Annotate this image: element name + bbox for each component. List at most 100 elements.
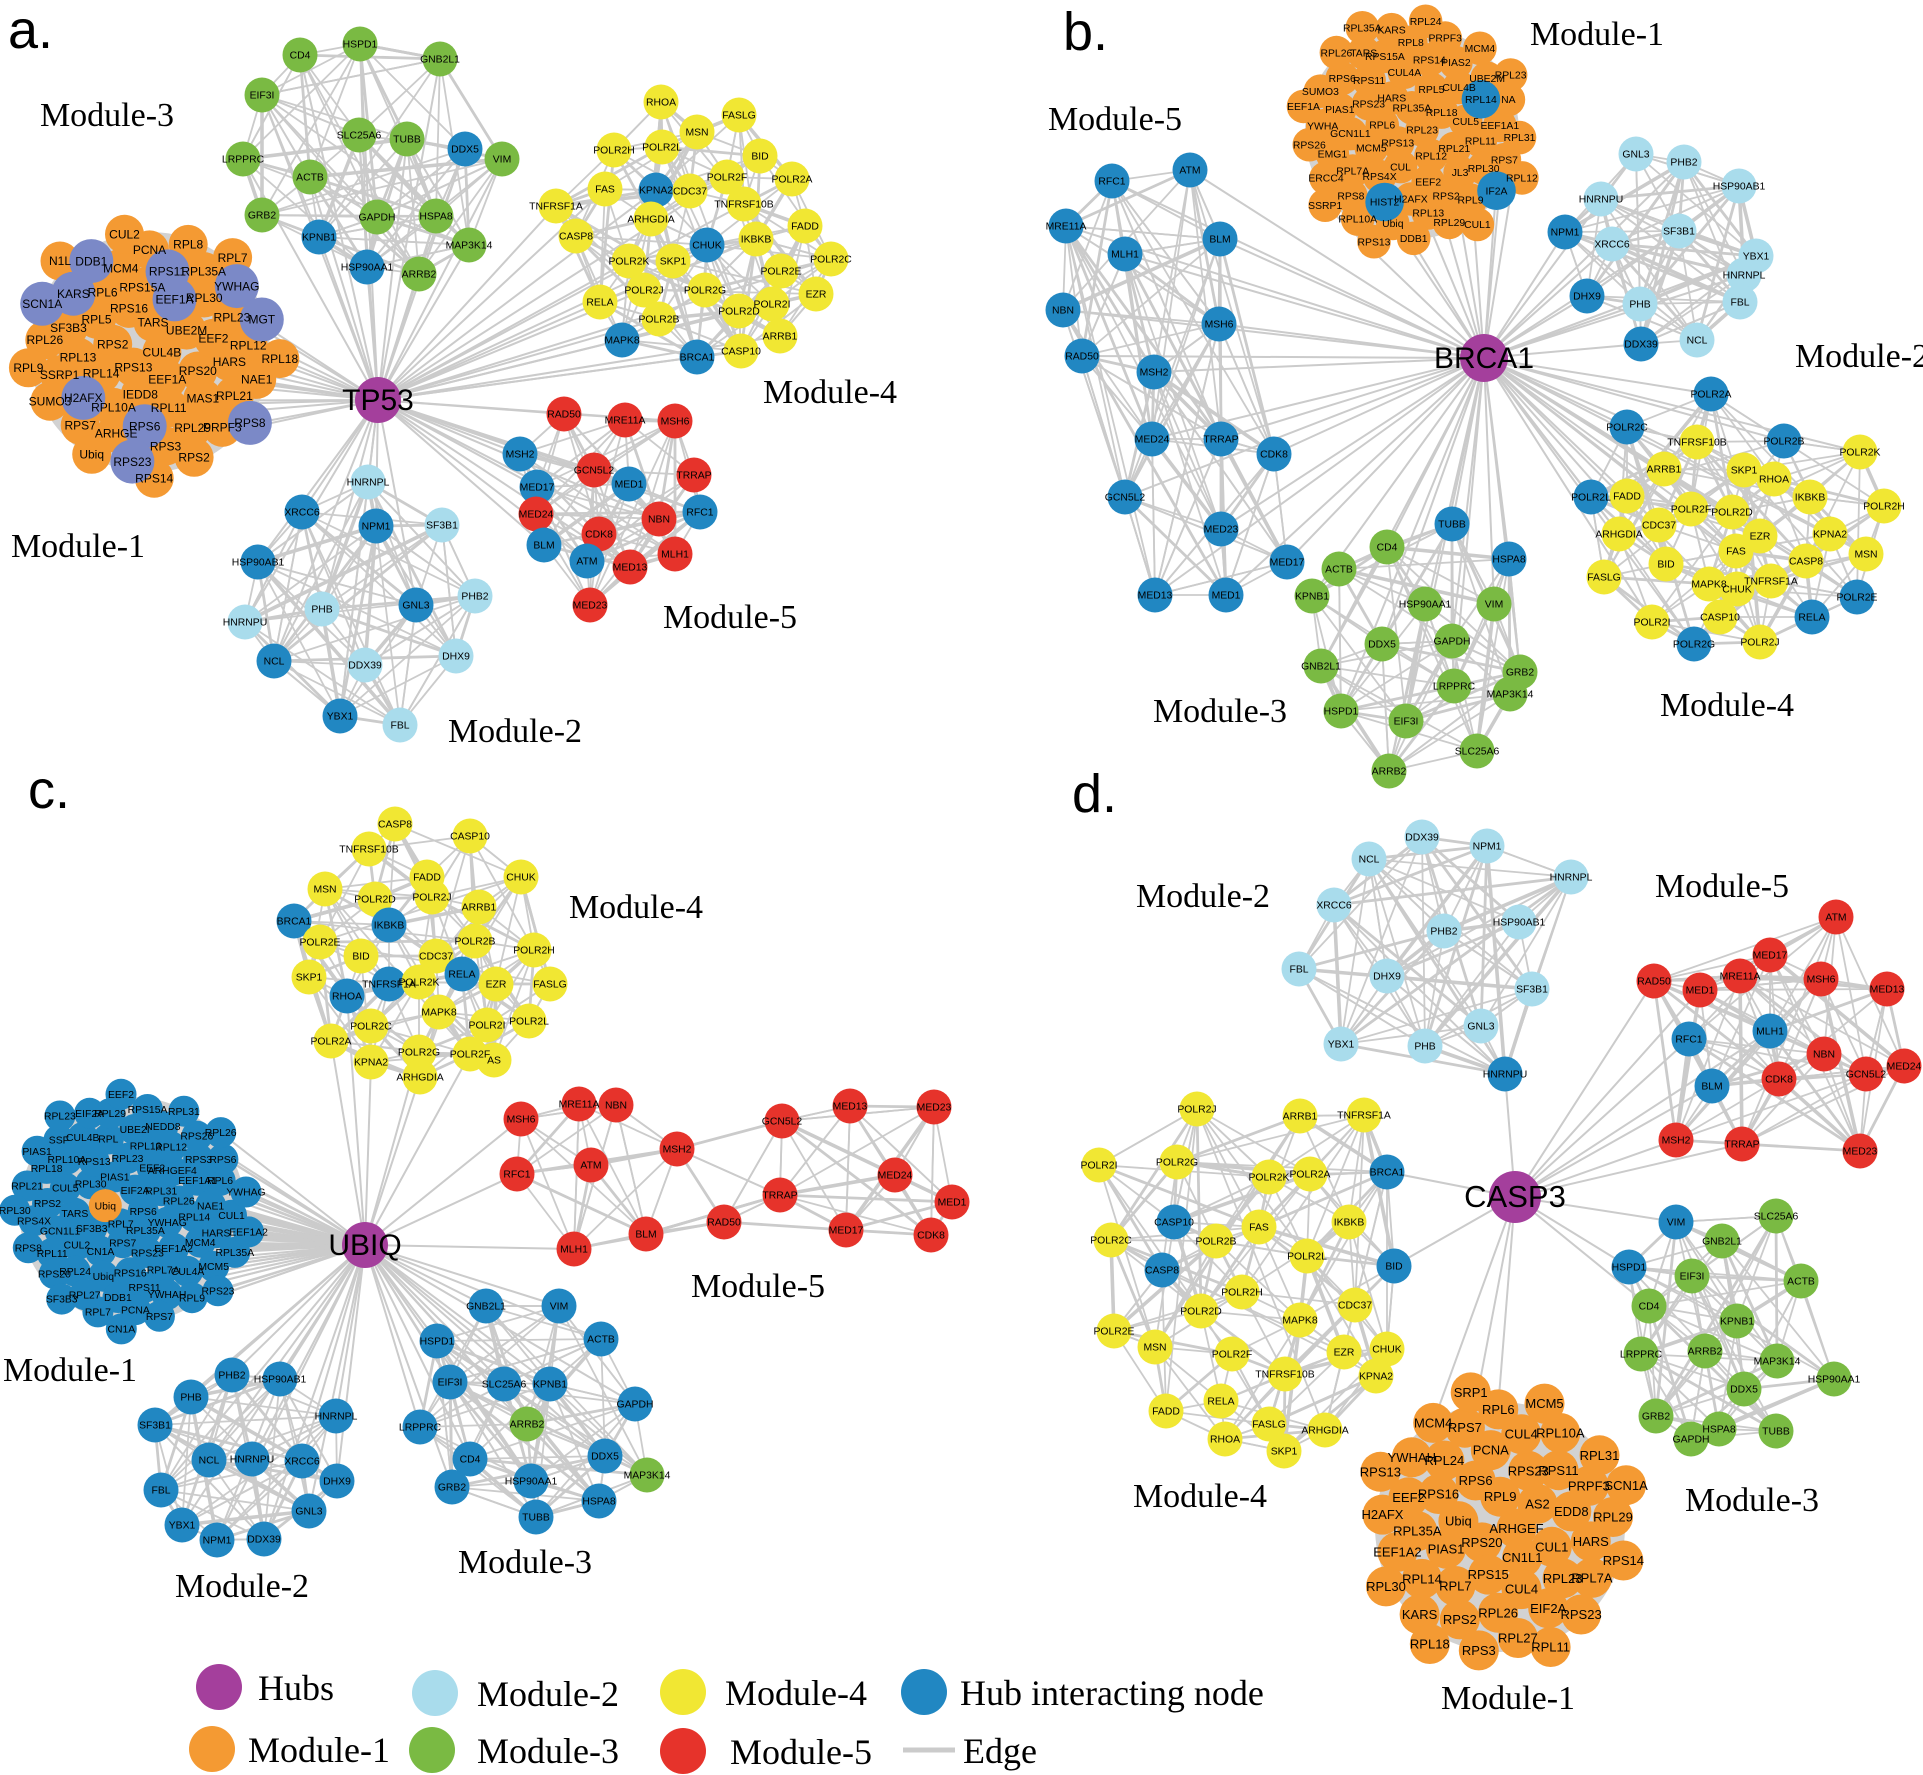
svg-text:MSN: MSN: [313, 884, 336, 895]
svg-text:HNRNPL: HNRNPL: [1723, 270, 1766, 281]
svg-text:RAD50: RAD50: [1065, 351, 1099, 362]
svg-text:CDC37: CDC37: [419, 951, 453, 962]
svg-text:MAPK8: MAPK8: [1282, 1315, 1317, 1326]
svg-text:CD4: CD4: [460, 1454, 481, 1465]
svg-text:RPS2: RPS2: [178, 451, 210, 465]
svg-text:POLR2E: POLR2E: [299, 937, 340, 948]
svg-text:MED13: MED13: [1870, 984, 1905, 995]
svg-text:MED1: MED1: [938, 1197, 967, 1208]
svg-text:RPS2: RPS2: [1433, 192, 1460, 203]
svg-text:ATM: ATM: [580, 1160, 601, 1171]
svg-text:YBX1: YBX1: [1328, 1039, 1355, 1050]
svg-text:RPL35A: RPL35A: [126, 1226, 165, 1237]
svg-text:CDK8: CDK8: [1260, 449, 1288, 460]
svg-text:EIF2A: EIF2A: [75, 1109, 104, 1120]
svg-text:MAP3K14: MAP3K14: [1487, 689, 1534, 700]
svg-text:PIAS2: PIAS2: [1441, 58, 1471, 69]
svg-text:RPL30: RPL30: [186, 291, 223, 305]
svg-text:RPL10A: RPL10A: [48, 1155, 87, 1166]
svg-text:TRRAP: TRRAP: [762, 1190, 797, 1201]
svg-text:RPS14: RPS14: [1603, 1553, 1644, 1568]
svg-text:EEF1A: EEF1A: [155, 293, 193, 307]
svg-text:SF3B1: SF3B1: [139, 1420, 171, 1431]
svg-text:HNRNPL: HNRNPL: [315, 1411, 358, 1422]
svg-text:POLR2F: POLR2F: [450, 1049, 490, 1060]
svg-text:FASLG: FASLG: [722, 110, 756, 121]
svg-text:RPL9: RPL9: [1458, 196, 1484, 207]
svg-text:RPL11: RPL11: [1531, 1640, 1570, 1655]
svg-text:CUL4A: CUL4A: [1388, 68, 1422, 79]
svg-text:EEF1A: EEF1A: [148, 373, 186, 387]
svg-text:YWHAH: YWHAH: [1388, 1450, 1436, 1465]
svg-text:RPL12: RPL12: [230, 338, 267, 352]
svg-text:RAD50: RAD50: [547, 409, 581, 420]
svg-text:RPS7: RPS7: [146, 1312, 173, 1323]
svg-text:EEF1A: EEF1A: [1287, 102, 1320, 113]
svg-text:SSRP1: SSRP1: [40, 368, 80, 382]
svg-text:CN1A: CN1A: [107, 1325, 135, 1336]
svg-text:POLR2E: POLR2E: [760, 266, 801, 277]
svg-text:CASP10: CASP10: [450, 831, 490, 842]
svg-text:CUL4B: CUL4B: [1442, 83, 1476, 94]
svg-text:Module-2: Module-2: [1136, 878, 1270, 915]
svg-text:MAP3K14: MAP3K14: [1754, 1356, 1801, 1367]
svg-text:SF3B3: SF3B3: [76, 1224, 108, 1235]
svg-text:MAPK8: MAPK8: [604, 335, 639, 346]
svg-text:PRPF3: PRPF3: [1428, 34, 1462, 45]
svg-text:GNL3: GNL3: [295, 1506, 322, 1517]
svg-text:EZR: EZR: [1750, 531, 1771, 542]
svg-text:KARS: KARS: [1402, 1607, 1438, 1622]
svg-text:Module-3: Module-3: [1685, 1482, 1819, 1519]
svg-text:SF3B3: SF3B3: [50, 321, 87, 335]
svg-text:RPS11: RPS11: [1353, 76, 1385, 87]
svg-text:Ubiq: Ubiq: [1445, 1514, 1472, 1529]
svg-text:HARS: HARS: [1573, 1534, 1609, 1549]
svg-text:FBL: FBL: [1730, 297, 1749, 308]
svg-text:RPL26: RPL26: [163, 1197, 195, 1208]
svg-text:MED13: MED13: [613, 562, 648, 573]
svg-text:IEDD8: IEDD8: [123, 388, 159, 402]
svg-text:RPL35A: RPL35A: [181, 265, 226, 279]
svg-text:RPL26: RPL26: [26, 333, 63, 347]
svg-text:H2AFX: H2AFX: [1362, 1507, 1404, 1522]
svg-text:PHB2: PHB2: [1670, 157, 1697, 168]
svg-text:BID: BID: [1385, 1261, 1402, 1272]
svg-text:Module-1: Module-1: [3, 1352, 137, 1389]
svg-text:BRCA1: BRCA1: [1434, 342, 1534, 375]
svg-text:POLR2H: POLR2H: [1863, 501, 1905, 512]
svg-text:TNFRSF10B: TNFRSF10B: [1667, 437, 1727, 448]
svg-text:TRRAP: TRRAP: [1203, 434, 1238, 445]
svg-text:RPS23: RPS23: [1352, 99, 1385, 110]
svg-text:FASLG: FASLG: [1587, 572, 1621, 583]
svg-text:BLM: BLM: [533, 540, 554, 551]
svg-text:TNFRSF10B: TNFRSF10B: [714, 199, 774, 210]
svg-text:SLC25A6: SLC25A6: [482, 1379, 527, 1390]
svg-text:RPL11: RPL11: [37, 1249, 68, 1260]
svg-text:POLR2E: POLR2E: [1093, 1326, 1134, 1337]
svg-text:AS: AS: [487, 1055, 501, 1066]
svg-text:HSP90AA1: HSP90AA1: [1808, 1374, 1861, 1385]
svg-text:BLM: BLM: [1209, 234, 1230, 245]
svg-text:RPL7: RPL7: [1439, 1579, 1472, 1594]
svg-text:TNFRSF1A: TNFRSF1A: [1744, 576, 1798, 587]
svg-text:RPS26: RPS26: [180, 1132, 213, 1143]
svg-text:EEF1A1: EEF1A1: [1480, 121, 1519, 132]
svg-text:YWHAG: YWHAG: [148, 1218, 187, 1229]
svg-text:NPM1: NPM1: [362, 521, 391, 532]
svg-text:Ubiq: Ubiq: [79, 448, 104, 462]
svg-text:CUL5: CUL5: [1452, 117, 1479, 128]
svg-text:CASP10: CASP10: [721, 346, 761, 357]
svg-text:RPS23: RPS23: [1508, 1463, 1549, 1478]
svg-text:NEDD8: NEDD8: [145, 1122, 180, 1133]
svg-text:RPS13: RPS13: [114, 360, 152, 374]
svg-text:RPL21: RPL21: [216, 389, 253, 403]
svg-text:XRCC6: XRCC6: [284, 507, 319, 518]
svg-text:SKP1: SKP1: [296, 972, 323, 983]
svg-text:TP53: TP53: [342, 384, 414, 417]
svg-text:POLR2F: POLR2F: [707, 172, 747, 183]
svg-text:CN1A: CN1A: [87, 1247, 115, 1258]
svg-text:NBN: NBN: [1052, 305, 1074, 316]
svg-text:CASP8: CASP8: [559, 231, 593, 242]
svg-text:POLR2L: POLR2L: [1287, 1251, 1327, 1262]
svg-text:BLM: BLM: [1701, 1081, 1722, 1092]
